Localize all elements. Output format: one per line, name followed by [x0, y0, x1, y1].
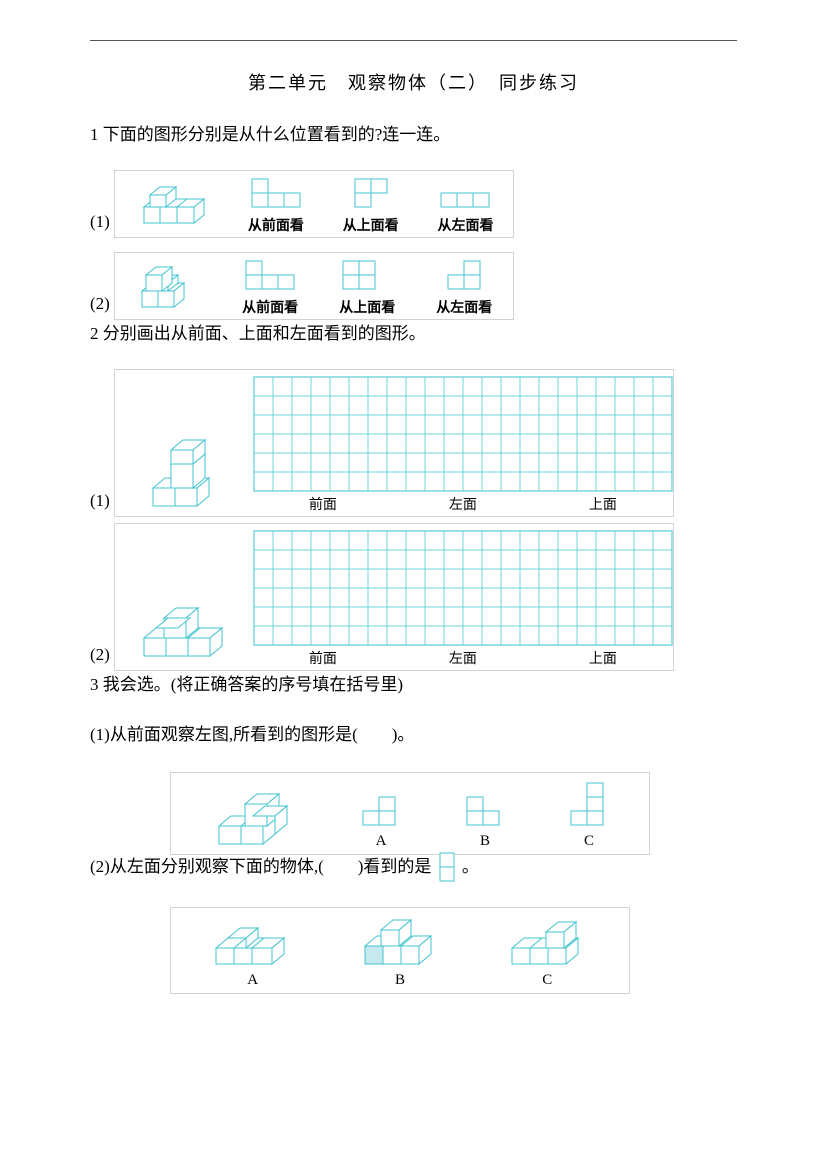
q3-p2-letterB: B: [395, 972, 405, 989]
q3-prompt: 3 我会选。(将正确答案的序号填在括号里): [90, 671, 737, 698]
q2-row2: (2): [90, 523, 737, 671]
q2-r1-labels: 前面 左面 上面: [253, 494, 673, 514]
q1-r1-3d-icon: [132, 185, 212, 235]
q3-p2-optA-icon: [208, 920, 298, 970]
q3-p1-optC-icon: [567, 779, 611, 831]
top-rule: [90, 40, 737, 41]
q3-p2-options: A B: [170, 907, 630, 994]
q1-row2-index: (2): [90, 294, 110, 320]
q1-row2: (2): [90, 252, 737, 320]
q2-row1: (1): [90, 369, 737, 517]
q2-prompt: 2 分别画出从前面、上面和左面看到的图形。: [90, 320, 737, 347]
q3-p2-optB-icon: [355, 914, 445, 970]
q1-r2-opt3-icon: [444, 259, 484, 293]
q1-row2-panel: 从前面看 从上面看: [114, 252, 514, 320]
q1-r2-3d-icon: [132, 263, 204, 317]
q2-row2-panel: 前面 左面 上面: [114, 523, 674, 671]
q2-r1-l1: 前面: [309, 494, 337, 514]
q1-r1-opt3-icon: [437, 191, 493, 211]
q2-r2-l3: 上面: [589, 648, 617, 668]
q1-r1-opt1-icon: [248, 177, 304, 211]
q2-r1-l3: 上面: [589, 494, 617, 514]
q3-p2-text-a: (2)从左面分别观察下面的物体,( )看到的是: [90, 857, 431, 876]
q1-r1-label3: 从左面看: [437, 215, 493, 235]
q1-r1-label2: 从上面看: [343, 215, 399, 235]
q2-row1-index: (1): [90, 491, 110, 517]
q2-r1-3d-icon: [139, 434, 229, 514]
q2-r1-grid[interactable]: [253, 376, 673, 492]
q2-r1-l2: 左面: [449, 494, 477, 514]
q3-p2-optC-icon: [502, 916, 592, 970]
page-title: 第二单元 观察物体（二） 同步练习: [90, 69, 737, 95]
q3-p1-letterA: A: [376, 833, 387, 850]
q1-row1-index: (1): [90, 212, 110, 238]
q3-p2: (2)从左面分别观察下面的物体,( )看到的是 。: [90, 851, 737, 885]
q2-row1-panel: 前面 左面 上面: [114, 369, 674, 517]
q3-p2-letterA: A: [247, 972, 258, 989]
q3-p2-target-icon: [436, 851, 458, 885]
q1-row1-panel: 从前面看 从上面看: [114, 170, 514, 238]
q1-r1-opt2-icon: [351, 177, 391, 211]
q1-r2-opt2-icon: [339, 259, 395, 293]
q3-p2-text-b: 。: [462, 857, 479, 876]
q3-p1-letterC: C: [584, 833, 594, 850]
q2-r2-grid[interactable]: [253, 530, 673, 646]
q2-r2-3d-icon: [134, 590, 234, 668]
q1-r1-label1: 从前面看: [248, 215, 304, 235]
q2-r2-labels: 前面 左面 上面: [253, 648, 673, 668]
q1-r2-opt1-icon: [242, 259, 298, 293]
q1-prompt: 1 下面的图形分别是从什么位置看到的?连一连。: [90, 121, 737, 148]
q3-p1-optA-icon: [359, 793, 403, 831]
q1-row1: (1): [90, 170, 737, 238]
q1-r2-label1: 从前面看: [242, 297, 298, 317]
q3-p1-letterB: B: [480, 833, 490, 850]
q1-r2-label2: 从上面看: [339, 297, 395, 317]
q2-r2-l1: 前面: [309, 648, 337, 668]
q2-r2-l2: 左面: [449, 648, 477, 668]
q2-row2-index: (2): [90, 645, 110, 671]
page: 第二单元 观察物体（二） 同步练习 1 下面的图形分别是从什么位置看到的?连一连…: [0, 0, 827, 1168]
q3-p1: (1)从前面观察左图,所看到的图形是( )。: [90, 721, 737, 748]
q3-p1-3d-icon: [209, 790, 299, 850]
q3-p1-options: A B C: [170, 772, 650, 855]
q3-p2-letterC: C: [542, 972, 552, 989]
q1-r2-label3: 从左面看: [436, 297, 492, 317]
q3-p1-optB-icon: [463, 793, 507, 831]
